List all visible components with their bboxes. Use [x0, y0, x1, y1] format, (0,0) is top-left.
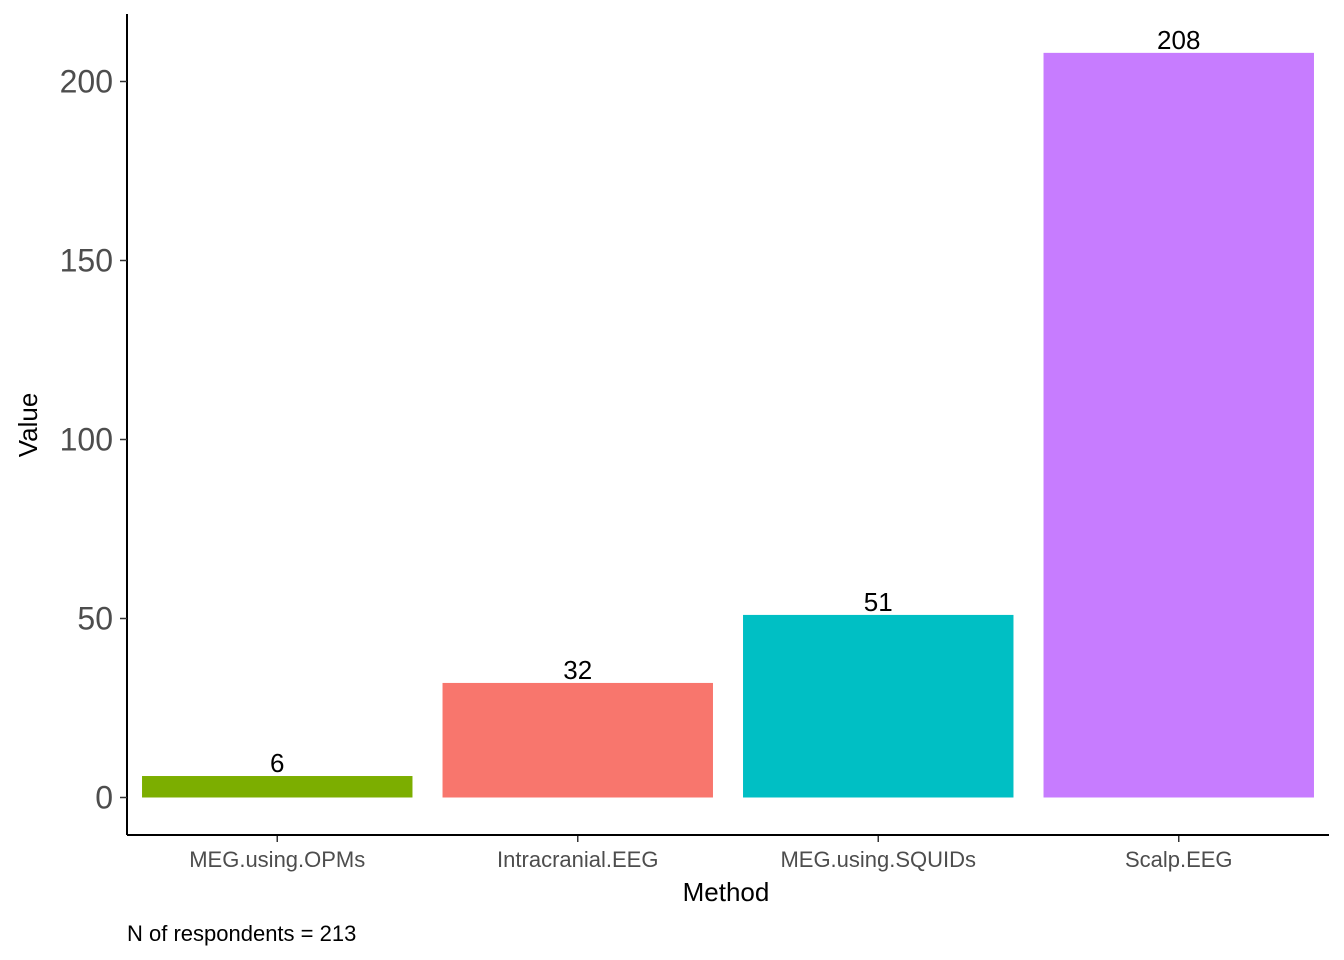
bars-layer — [142, 52, 1314, 798]
bar-meg-using-squids — [743, 614, 1014, 798]
x-tick-label: MEG.using.OPMs — [189, 847, 365, 872]
x-tick-label: Scalp.EEG — [1125, 847, 1233, 872]
y-axis: 0 50 100 150 200 — [60, 14, 128, 835]
data-label: 6 — [270, 748, 284, 778]
x-axis: MEG.using.OPMs Intracranial.EEG MEG.using.… — [127, 834, 1329, 872]
y-tick-label: 100 — [60, 422, 113, 458]
x-tick-label: MEG.using.SQUIDs — [780, 847, 976, 872]
y-tick-label: 0 — [95, 780, 113, 816]
caption: N of respondents = 213 — [127, 921, 356, 946]
data-label: 51 — [864, 587, 893, 617]
data-label: 32 — [563, 655, 592, 685]
x-axis-title: Method — [683, 877, 770, 907]
bar-meg-using-opms — [142, 776, 413, 798]
bar-intracranial-eeg — [442, 682, 713, 798]
y-axis-title: Value — [13, 393, 43, 458]
bar-scalp-eeg — [1043, 52, 1314, 798]
y-tick-label: 200 — [60, 64, 113, 100]
y-tick-label: 150 — [60, 243, 113, 279]
data-labels-layer: 6 32 51 208 — [270, 25, 1200, 778]
data-label: 208 — [1157, 25, 1200, 55]
y-tick-label: 50 — [77, 601, 113, 637]
x-tick-label: Intracranial.EEG — [497, 847, 658, 872]
